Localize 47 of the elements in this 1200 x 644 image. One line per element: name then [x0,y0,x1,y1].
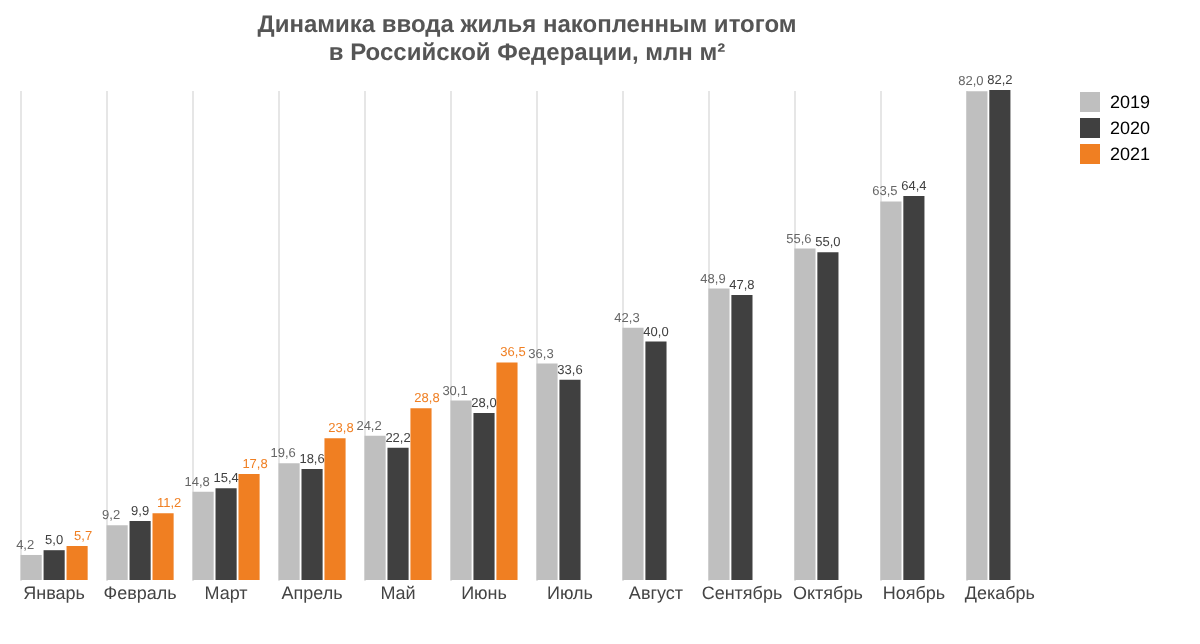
x-tick-label: Апрель [281,583,344,603]
bar [387,447,409,580]
text: Динамика ввода жилья накопленным итогом [257,10,797,38]
text: в Российской Федерации, млн м² [328,38,726,66]
x-tick-label: Сентябрь [701,583,783,603]
bar [450,400,472,580]
legend-label: 2020 [1110,118,1151,138]
x-tick-label: Ноябрь [882,583,946,603]
bar [880,201,902,580]
x-tick-label: Февраль [103,583,178,603]
bar [66,546,88,580]
bar [324,438,346,580]
x-tick-label: Декабрь [964,583,1036,603]
x-tick-label: Август [628,583,684,603]
bar [622,327,644,580]
bar [238,473,260,580]
bar [473,413,495,580]
bar [966,91,988,580]
bar [278,463,300,580]
bar [817,252,839,580]
bar [192,491,214,580]
legend-label: 2019 [1110,92,1151,112]
bar [152,513,174,580]
bar [106,525,128,580]
bar [364,435,386,580]
bar [708,288,730,580]
bar [496,362,518,580]
bar [794,248,816,580]
legend-label: 2021 [1110,144,1151,164]
bar [731,295,753,580]
bar [20,554,42,580]
bar [559,379,581,580]
bar [301,469,323,580]
bar [129,520,151,580]
bar [645,341,667,580]
x-tick-label: Январь [23,583,86,603]
bar [410,408,432,580]
bar [989,90,1011,580]
x-tick-label: Июль [547,583,594,603]
bar [536,363,558,580]
x-tick-label: Октябрь [793,583,864,603]
x-tick-label: Март [204,583,248,603]
x-tick-label: Июнь [461,583,508,603]
bar [903,196,925,580]
x-tick-label: Май [380,583,416,603]
bar [43,550,65,580]
bar [215,488,237,580]
